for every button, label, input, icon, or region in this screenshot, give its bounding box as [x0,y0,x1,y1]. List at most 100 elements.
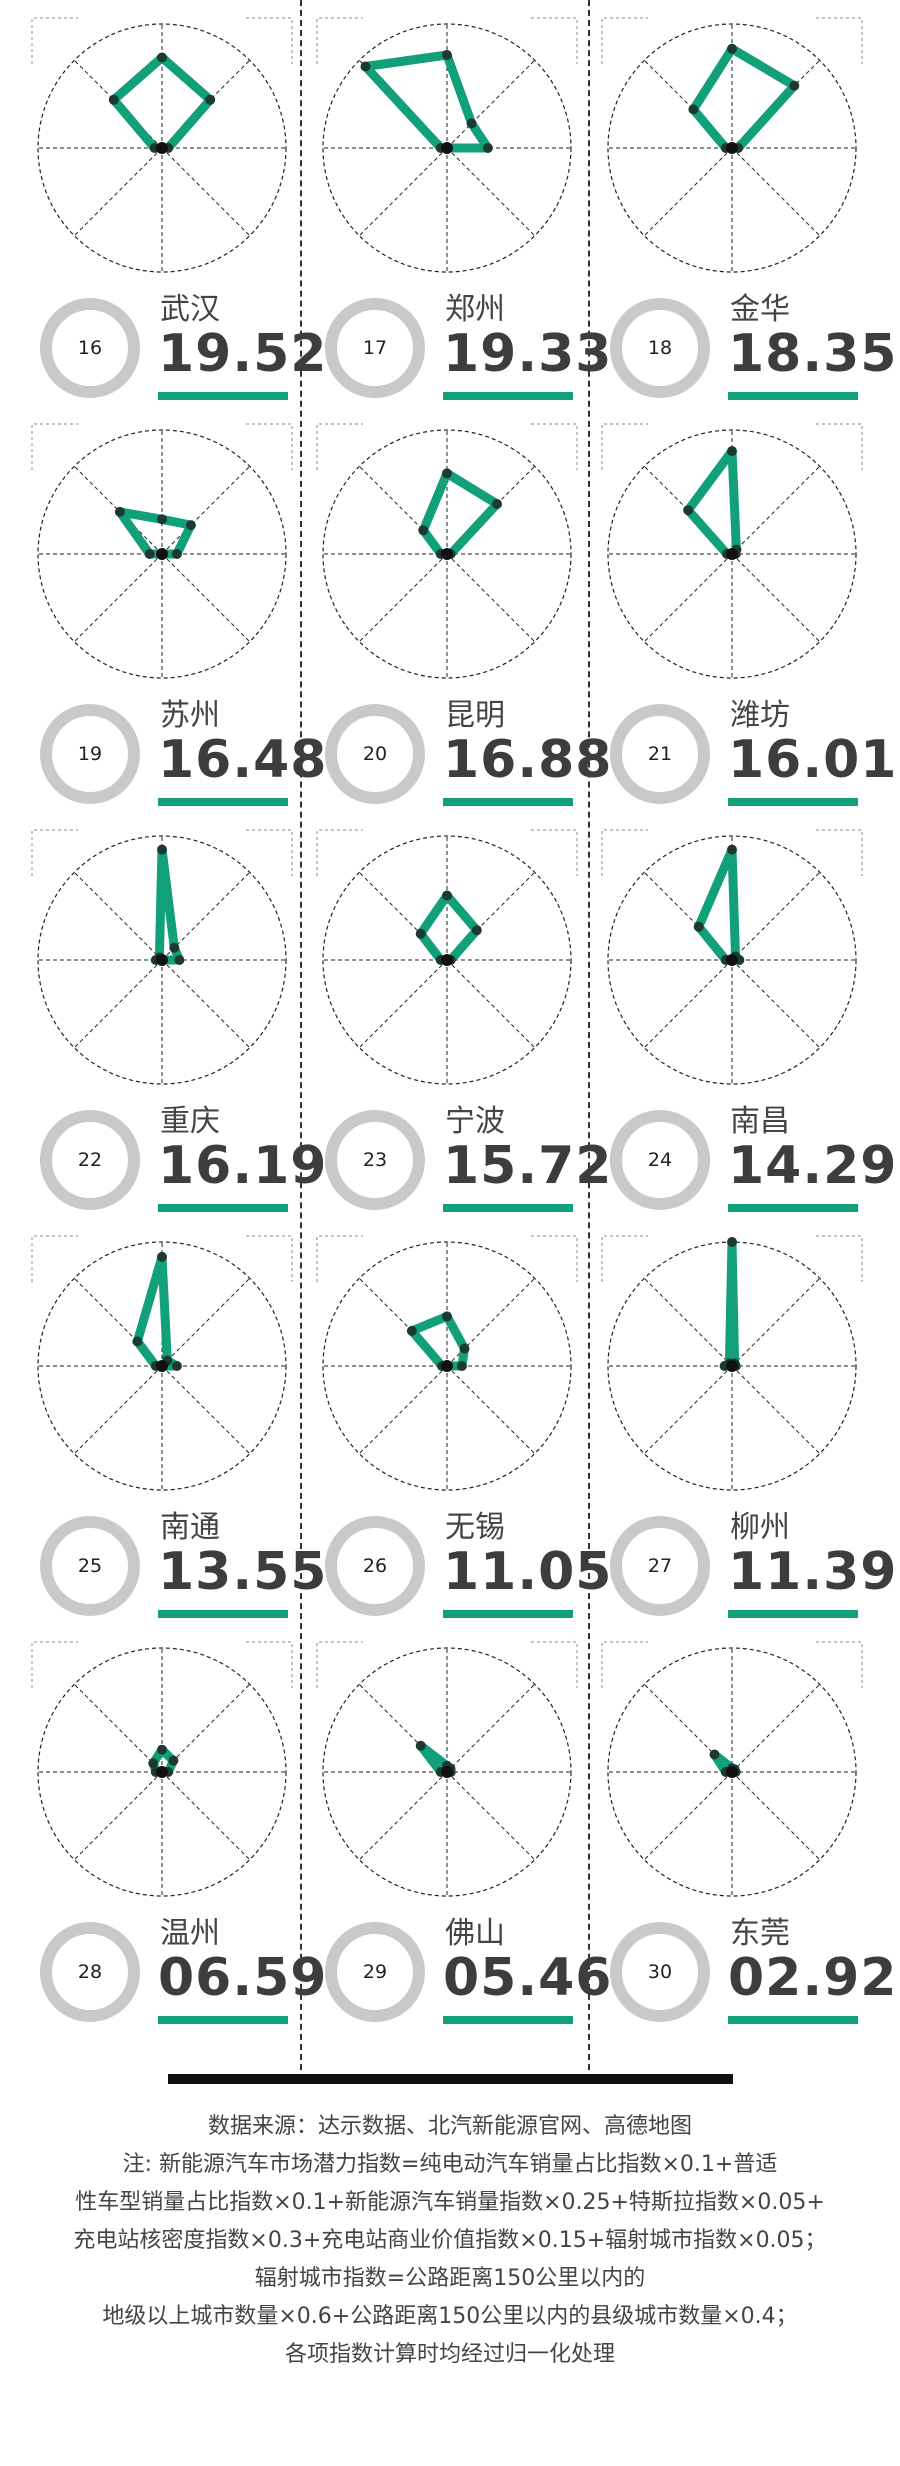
city-name: 南通 [160,1510,220,1545]
rank-badge: 20 [325,704,425,804]
score-underline [728,1204,858,1212]
note-line: 注: 新能源汽车市场潜力指数=纯电动汽车销量占比指数×0.1+普适 [122,2152,778,2177]
frame-corner [31,423,78,470]
radar-spoke [446,1683,536,1773]
radar-spoke [643,1771,733,1861]
radar-spoke [643,1277,733,1367]
radar-center-dot [441,142,453,154]
index-score: 18.35 [728,324,898,384]
radar-point [688,104,699,115]
score-underline [728,1610,858,1618]
radar-spoke [643,553,733,643]
frame-corner [601,423,648,470]
radar-spoke [73,1365,163,1455]
index-score: 15.72 [443,1136,613,1196]
radar-chart [316,1641,578,1897]
radar-circle [37,835,287,1085]
city-card: 27 柳州 11.39 [590,1230,896,1640]
score-underline [728,798,858,806]
radar-spoke [643,147,733,237]
radar-point [459,1343,470,1354]
radar-point [442,890,452,901]
frame-corner [816,17,863,64]
radar-circle [322,23,572,273]
index-score: 16.19 [158,1136,328,1196]
rank-badge: 19 [40,704,140,804]
radar-center-dot [726,954,738,966]
radar-point [157,844,167,855]
rank-badge: 23 [325,1110,425,1210]
radar-circle [37,429,287,679]
radar-spoke [731,1771,821,1861]
radar-point [442,468,452,479]
radar-point [168,1755,179,1766]
radar-point [185,520,196,531]
frame-corner [31,1235,78,1282]
radar-chart [601,1235,863,1491]
rank-badge: 25 [40,1516,140,1616]
column-divider [300,0,302,2070]
radar-circle [322,429,572,679]
rank-badge: 21 [610,704,710,804]
radar-point [442,1311,452,1322]
city-card: 18 金华 18.35 [590,12,896,422]
radar-spoke [731,147,821,237]
score-underline [728,2016,858,2024]
index-score: 16.48 [158,730,328,790]
radar-point [114,506,125,517]
radar-point [174,955,185,965]
city-card: 24 南昌 14.29 [590,824,896,1234]
radar-circle [607,429,857,679]
radar-spoke [73,553,163,643]
frame-corner [246,829,293,876]
radar-point [456,1361,467,1371]
city-name: 佛山 [445,1916,505,1951]
radar-center-dot [156,142,168,154]
radar-circle [322,1241,572,1491]
radar-point [157,514,167,525]
index-score: 11.39 [728,1542,898,1602]
footer-divider [168,2074,733,2084]
rank-badge: 24 [610,1110,710,1210]
radar-spoke [446,553,536,643]
frame-corner [31,17,78,64]
radar-circle [37,1241,287,1491]
frame-corner [601,17,648,64]
frame-corner [531,17,578,64]
city-name: 无锡 [445,1510,505,1545]
frame-corner [601,1641,648,1688]
rank-badge: 26 [325,1516,425,1616]
radar-series-polygon [418,468,502,559]
rank-badge: 18 [610,298,710,398]
frame-corner [31,1641,78,1688]
radar-spoke [161,1277,251,1367]
frame-corner [601,829,648,876]
city-name: 东莞 [730,1916,790,1951]
radar-point [727,43,737,54]
city-name: 温州 [160,1916,220,1951]
radar-circle [37,1647,287,1897]
frame-corner [601,1235,648,1282]
radar-spoke [161,1365,251,1455]
radar-chart [31,1641,293,1897]
rank-badge: 30 [610,1922,710,2022]
radar-spoke [446,147,536,237]
frame-corner [531,829,578,876]
radar-center-dot [441,1360,453,1372]
radar-circle [607,23,857,273]
radar-center-dot [441,954,453,966]
city-name: 重庆 [160,1104,220,1139]
radar-spoke [358,959,448,1049]
note-line: 性车型销量占比指数×0.1+新能源汽车销量指数×0.25+特斯拉指数×0.05+ [75,2190,825,2215]
city-name: 昆明 [445,698,505,733]
radar-circle [322,835,572,1085]
radar-point [148,1758,159,1769]
score-underline [158,1610,288,1618]
radar-spoke [73,959,163,1049]
rank-badge: 28 [40,1922,140,2022]
radar-point [727,446,737,457]
radar-chart [31,829,293,1085]
radar-point [482,143,493,153]
radar-point [157,1251,167,1262]
radar-spoke [446,1771,536,1861]
